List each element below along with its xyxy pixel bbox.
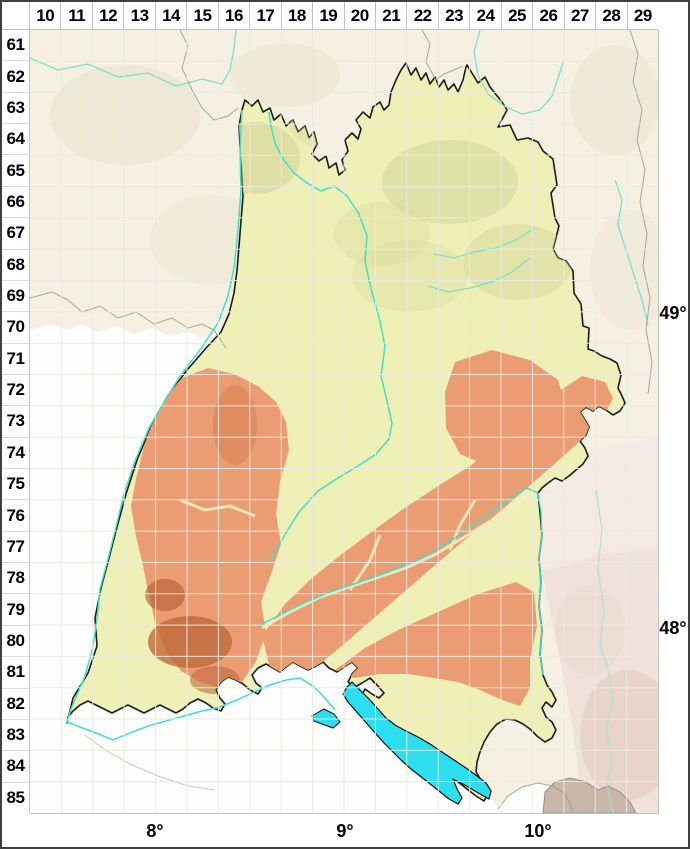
- grid-row-label: 68: [2, 249, 29, 281]
- river-jagst: [433, 227, 536, 259]
- grid-column-label: 15: [187, 2, 219, 29]
- rivers-outside: [30, 30, 649, 813]
- column-header: 10 11 12 13 14 15 16 17 18 19 20 21 22 23 24 25 26 27 28 29: [30, 2, 659, 30]
- longitude-label-8: 8°: [146, 821, 164, 841]
- grid-overlay: [30, 30, 658, 813]
- grid-row-label: 70: [2, 312, 29, 344]
- lake-untersee: [311, 708, 341, 729]
- grid-column-label: 13: [124, 2, 156, 29]
- grid-row-label: 77: [2, 531, 29, 564]
- grid-column-label: 14: [155, 2, 188, 29]
- grid-row-label: 79: [2, 594, 29, 626]
- grid-column-label: 10: [30, 2, 62, 29]
- grid-column-label: 12: [92, 2, 125, 29]
- lake-constance: [311, 681, 492, 805]
- grid-row-label: 72: [2, 374, 29, 407]
- river-main: [473, 30, 565, 115]
- grid-row-label: 75: [2, 469, 29, 501]
- river-southeast: [595, 489, 614, 813]
- grid-row-label: 71: [2, 343, 29, 375]
- grid-column-label: 22: [407, 2, 439, 29]
- grid-row-label: 81: [2, 657, 29, 689]
- grid-row-label: 82: [2, 688, 29, 720]
- bottom-margin: [2, 814, 688, 847]
- grid-row-label: 73: [2, 406, 29, 438]
- grid-column-label: 26: [533, 2, 565, 29]
- river-iller: [537, 492, 544, 676]
- grid-row-label: 67: [2, 218, 29, 250]
- grid-row-label: 74: [2, 437, 29, 470]
- foreland-shading-2: [555, 585, 625, 675]
- river-tauber: [614, 179, 649, 326]
- river-northwest: [30, 30, 237, 87]
- grid-row-label: 85: [2, 782, 29, 813]
- grid-column-label: 21: [375, 2, 408, 29]
- grid-row-label: 61: [2, 30, 29, 62]
- grid-column-label: 11: [61, 2, 93, 29]
- grid-column-label: 29: [627, 2, 659, 29]
- grid-row-label: 80: [2, 625, 29, 658]
- grid-row-label: 78: [2, 563, 29, 595]
- grid-row-label: 66: [2, 186, 29, 219]
- grid-row-label: 69: [2, 280, 29, 313]
- longitude-label-10: 10°: [524, 821, 552, 841]
- grid-row-label: 62: [2, 61, 29, 93]
- grid-row-label: 76: [2, 500, 29, 532]
- river-danube: [257, 487, 539, 627]
- grid-corner-cell: [2, 2, 30, 30]
- grid-column-label: 16: [218, 2, 251, 29]
- grid-row-label: 65: [2, 155, 29, 187]
- grid-column-label: 27: [564, 2, 597, 29]
- grid-row-label: 84: [2, 751, 29, 783]
- latitude-label-48: 48°: [659, 618, 687, 638]
- grid-row-label: 63: [2, 92, 29, 125]
- grid-column-label: 28: [596, 2, 628, 29]
- grid-column-label: 17: [250, 2, 282, 29]
- foreland-shading: [580, 670, 658, 800]
- grid-row-label: 64: [2, 124, 29, 156]
- grid-column-label: 20: [344, 2, 376, 29]
- grid-row-label: 83: [2, 719, 29, 752]
- grid-column-label: 18: [281, 2, 314, 29]
- terrain-upper-swabia: [335, 582, 537, 706]
- grid-column-label: 23: [438, 2, 471, 29]
- map-area: [30, 30, 659, 814]
- longitude-label-9: 9°: [336, 821, 354, 841]
- grid-column-label: 25: [501, 2, 534, 29]
- river-kocher: [427, 257, 531, 293]
- latitude-label-49: 49°: [659, 303, 687, 323]
- row-header: 61 62 63 64 65 66 67 68 69 70 71 72 73 74 75 76 77 78 79 80…: [2, 30, 30, 813]
- map-canvas[interactable]: [30, 30, 658, 813]
- grid-column-label: 19: [313, 2, 345, 29]
- grid-column-label: 24: [470, 2, 502, 29]
- high-black-forest-shading: [145, 385, 257, 694]
- right-margin: 49° 48°: [659, 30, 688, 813]
- river-rhine: [66, 109, 336, 741]
